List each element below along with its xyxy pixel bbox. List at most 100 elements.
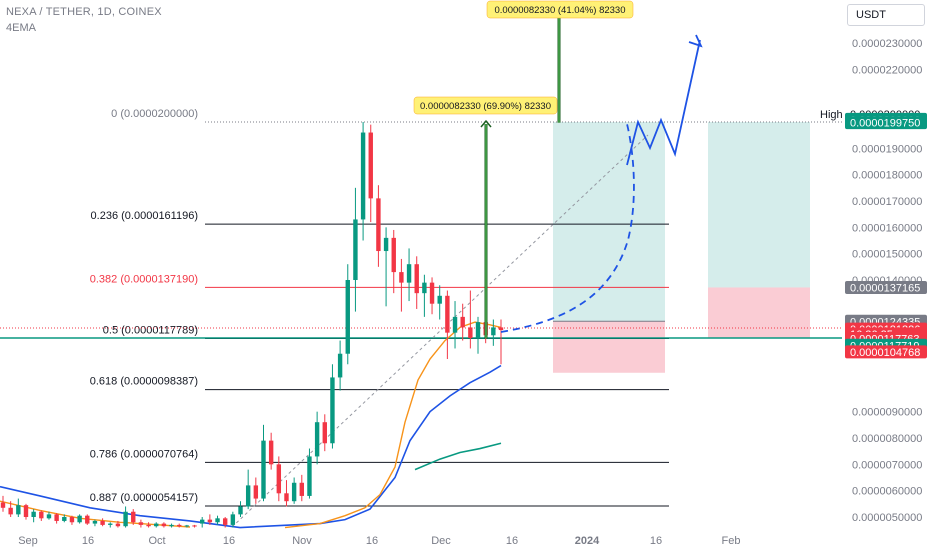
candle-body [475, 322, 481, 338]
candle-body [460, 316, 465, 328]
candle-body [376, 198, 381, 252]
currency-button[interactable]: USDT [847, 4, 925, 26]
candle-body [383, 237, 389, 252]
candle-body [138, 522, 144, 525]
candle-body [215, 518, 220, 523]
candle-body [154, 523, 159, 527]
time-tick-label: 16 [82, 535, 94, 547]
candle-body [391, 237, 396, 273]
fib-level-label: 0.382 (0.0000137190) [90, 273, 198, 285]
candle-body [491, 327, 496, 336]
candle-body [16, 505, 21, 515]
candle-body [268, 440, 274, 465]
candle-body [399, 272, 404, 283]
candle-body [0, 502, 6, 508]
price-tag-box [845, 116, 927, 130]
candle-body [345, 280, 350, 354]
time-tick-label: Nov [292, 535, 312, 547]
candle-body [353, 219, 358, 280]
candle-body [108, 523, 113, 525]
price-tick-label: 0.0000050000 [852, 512, 922, 524]
candle-body [468, 327, 473, 338]
candle-body [169, 524, 174, 527]
fibonacci-retracement[interactable]: 0 (0.0000200000) 0.236 (0.0000161196) 0.38… [90, 108, 842, 507]
candle-body [406, 264, 412, 283]
candle-body [368, 132, 373, 199]
projection-arrow-head [688, 34, 703, 48]
candle-body [498, 327, 504, 331]
candle-body [23, 505, 29, 517]
time-tick-label: 16 [506, 535, 518, 547]
trend-line [231, 134, 649, 528]
long-stop-zone [553, 321, 665, 373]
price-tick-label: 0.0000060000 [852, 486, 922, 498]
candle-body [299, 482, 304, 496]
measure-label-text: 0.0000082330 (69.90%) 82330 [420, 101, 551, 112]
candle-body [314, 422, 320, 457]
price-tick-label: 0.0000190000 [852, 143, 922, 155]
fib-level-label: 0.236 (0.0000161196) [91, 210, 198, 222]
price-tick-label: 0.0000150000 [852, 249, 922, 261]
price-axis[interactable]: 0.0000050000 0.0000060000 0.0000070000 0.00… [852, 38, 922, 524]
candle-body [429, 282, 435, 304]
time-tick-label: Dec [431, 535, 451, 547]
candle-body [54, 514, 59, 521]
ema-blue-line [0, 364, 502, 529]
measure-label-box [486, 0, 634, 19]
symbol-title: NEXA / TETHER, 1D, COINEX [6, 6, 162, 18]
indicator-label: 4EMA [6, 22, 36, 34]
time-tick-label: 2024 [575, 535, 600, 547]
fib-level-label: 0.618 (0.0000098387) [90, 376, 198, 388]
long-target-zone [553, 122, 665, 322]
price-tick-label: 0.0000180000 [852, 170, 922, 182]
candle-body [291, 482, 297, 502]
time-tick-label: 16 [366, 535, 378, 547]
projected-curve [500, 119, 635, 333]
candle-body [131, 511, 136, 523]
candle-body [46, 514, 52, 519]
price-tick-label: 0.0000230000 [852, 38, 922, 50]
price-tag-text: 0.0000199750 [850, 118, 920, 130]
candle-body [337, 353, 343, 378]
candle-body [230, 514, 236, 525]
measure-label-text: 0.0000082330 (41.04%) 82330 [494, 5, 625, 16]
high-label-box [810, 107, 845, 122]
second-target-zone [708, 122, 810, 288]
fib-level-label: 0.887 (0.0000054157) [90, 492, 198, 504]
price-tag-box [845, 345, 927, 359]
candle-body [307, 456, 312, 496]
candle-body [284, 493, 289, 502]
candle-body [414, 264, 419, 294]
fib-level-label: 0.5 (0.0000117789) [103, 324, 198, 336]
candle-body [115, 523, 121, 527]
measure-annotations: 0.0000082330 (69.90%) 82330 0.0000082330 … [413, 0, 634, 339]
candle-body [422, 282, 427, 294]
price-tag-text: 0.0000137165 [850, 282, 920, 294]
time-tick-label: Oct [148, 535, 165, 547]
ema-orange-line [284, 321, 502, 529]
candle-body [207, 519, 213, 523]
projection-path[interactable] [500, 34, 703, 333]
time-axis[interactable]: Sep 16 Oct 16 Nov 16 Dec 16 2024 16 Feb [18, 535, 740, 547]
candle-body [238, 506, 243, 515]
candle-body [330, 377, 335, 444]
candle-body [62, 517, 67, 521]
candle-body [161, 523, 167, 527]
time-tick-label: 16 [223, 535, 235, 547]
candle-body [69, 517, 75, 523]
candle-body [253, 485, 259, 499]
time-tick-label: 16 [650, 535, 662, 547]
candle-body [184, 525, 190, 527]
candle-body [360, 132, 366, 220]
candle-body [100, 520, 105, 525]
price-tick-label: 0.0000090000 [852, 407, 922, 419]
candle-body [192, 525, 197, 527]
time-tick-label: Sep [18, 535, 38, 547]
projected-zigzag [626, 39, 701, 166]
candle-body [200, 519, 205, 524]
candle-body [177, 524, 182, 527]
candle-body [123, 511, 128, 527]
candle-body [39, 511, 44, 519]
candle-body [222, 518, 228, 525]
